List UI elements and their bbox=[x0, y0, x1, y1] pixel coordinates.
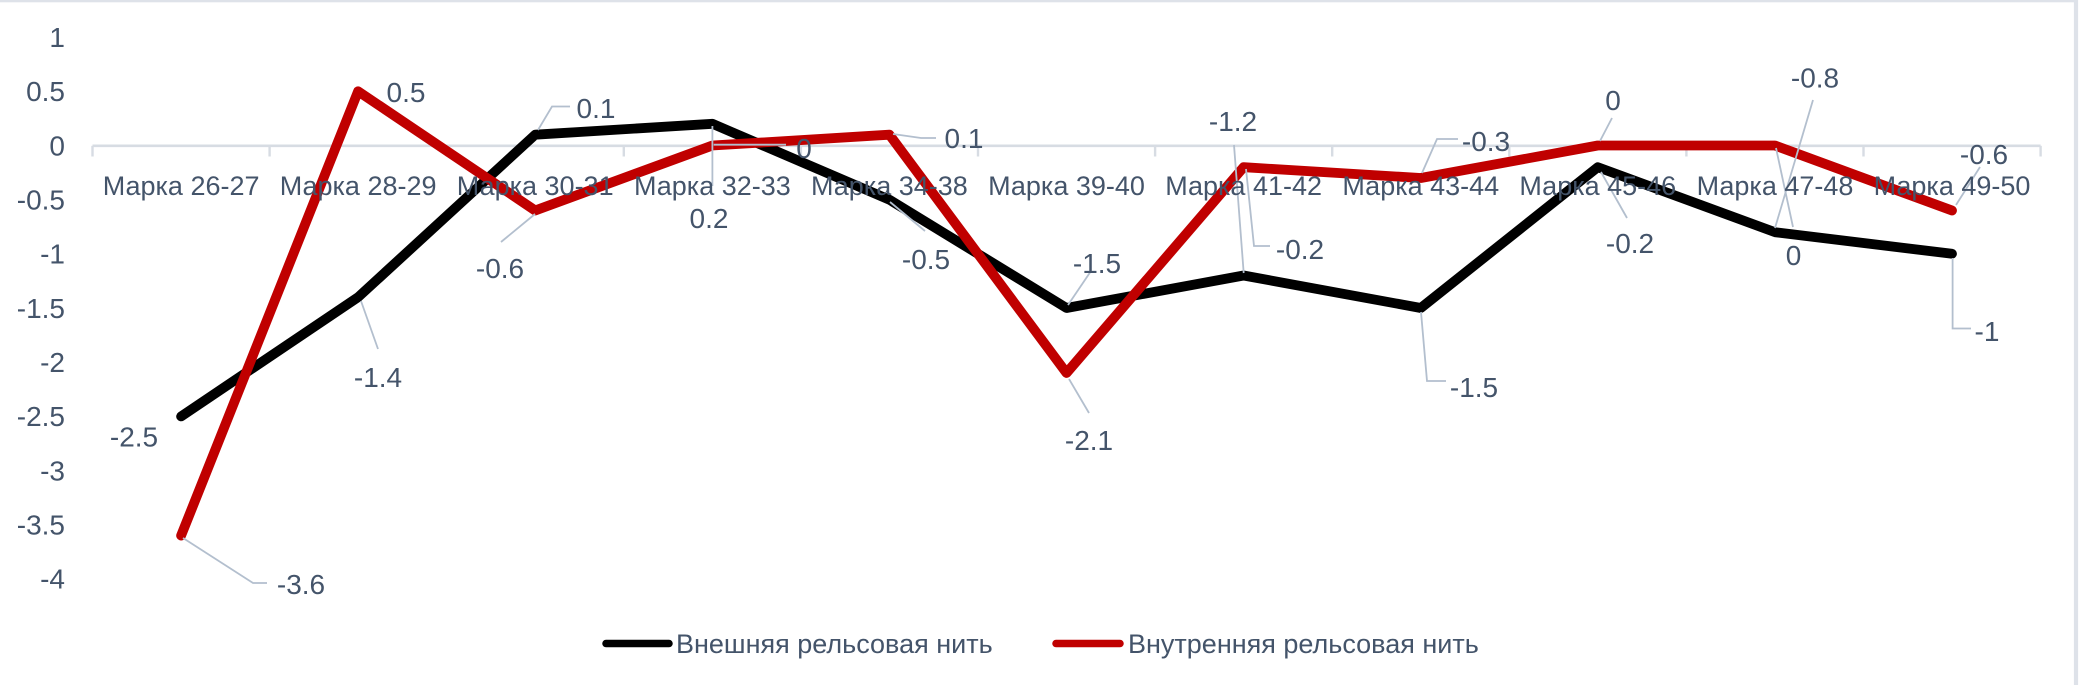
svg-text:-2.5: -2.5 bbox=[110, 421, 158, 452]
svg-text:-1.5: -1.5 bbox=[17, 293, 65, 324]
svg-text:0: 0 bbox=[49, 130, 65, 161]
svg-text:Внешняя рельсовая нить: Внешняя рельсовая нить bbox=[676, 629, 993, 659]
svg-text:-1: -1 bbox=[1975, 316, 2000, 347]
svg-text:Марка 30-31: Марка 30-31 bbox=[457, 171, 614, 201]
svg-text:-0.2: -0.2 bbox=[1276, 234, 1324, 265]
svg-text:-0.8: -0.8 bbox=[1791, 62, 1839, 93]
svg-text:Марка 26-27: Марка 26-27 bbox=[103, 171, 260, 201]
svg-text:-1: -1 bbox=[40, 239, 65, 270]
svg-text:Марка 47-48: Марка 47-48 bbox=[1697, 171, 1854, 201]
svg-text:-2.1: -2.1 bbox=[1065, 425, 1113, 456]
svg-text:0: 0 bbox=[796, 133, 812, 164]
svg-text:-3.5: -3.5 bbox=[17, 510, 65, 541]
svg-text:-0.6: -0.6 bbox=[1960, 139, 2008, 170]
svg-text:-0.5: -0.5 bbox=[17, 185, 65, 216]
svg-text:-2.5: -2.5 bbox=[17, 401, 65, 432]
svg-text:-1.4: -1.4 bbox=[354, 362, 402, 393]
svg-text:0: 0 bbox=[1605, 85, 1621, 116]
svg-text:-0.2: -0.2 bbox=[1606, 228, 1654, 259]
svg-text:-3: -3 bbox=[40, 455, 65, 486]
svg-text:Марка 43-44: Марка 43-44 bbox=[1342, 171, 1499, 201]
svg-text:-2: -2 bbox=[40, 347, 65, 378]
svg-text:Марка 32-33: Марка 32-33 bbox=[634, 171, 791, 201]
svg-text:-1.2: -1.2 bbox=[1209, 106, 1257, 137]
svg-text:-0.5: -0.5 bbox=[902, 244, 950, 275]
svg-text:-0.6: -0.6 bbox=[476, 253, 524, 284]
svg-text:0.5: 0.5 bbox=[387, 77, 426, 108]
svg-text:Внутренняя рельсовая нить: Внутренняя рельсовая нить bbox=[1128, 629, 1479, 659]
svg-text:0: 0 bbox=[1786, 240, 1802, 271]
svg-text:Марка 41-42: Марка 41-42 bbox=[1165, 171, 1322, 201]
svg-text:Марка 34-38: Марка 34-38 bbox=[811, 171, 968, 201]
svg-text:0.1: 0.1 bbox=[577, 93, 616, 124]
svg-text:-0.3: -0.3 bbox=[1462, 126, 1510, 157]
svg-text:-3.6: -3.6 bbox=[277, 569, 325, 600]
svg-text:0.5: 0.5 bbox=[26, 76, 65, 107]
svg-text:-1.5: -1.5 bbox=[1073, 248, 1121, 279]
svg-text:1: 1 bbox=[49, 22, 65, 53]
svg-text:Марка 28-29: Марка 28-29 bbox=[280, 171, 437, 201]
svg-text:-4: -4 bbox=[40, 564, 65, 595]
svg-text:-1.5: -1.5 bbox=[1450, 372, 1498, 403]
svg-text:0.2: 0.2 bbox=[690, 203, 729, 234]
svg-text:Марка 49-50: Марка 49-50 bbox=[1874, 171, 2031, 201]
svg-text:Марка 39-40: Марка 39-40 bbox=[988, 171, 1145, 201]
svg-text:0.1: 0.1 bbox=[945, 123, 984, 154]
svg-text:Марка 45-46: Марка 45-46 bbox=[1519, 171, 1676, 201]
